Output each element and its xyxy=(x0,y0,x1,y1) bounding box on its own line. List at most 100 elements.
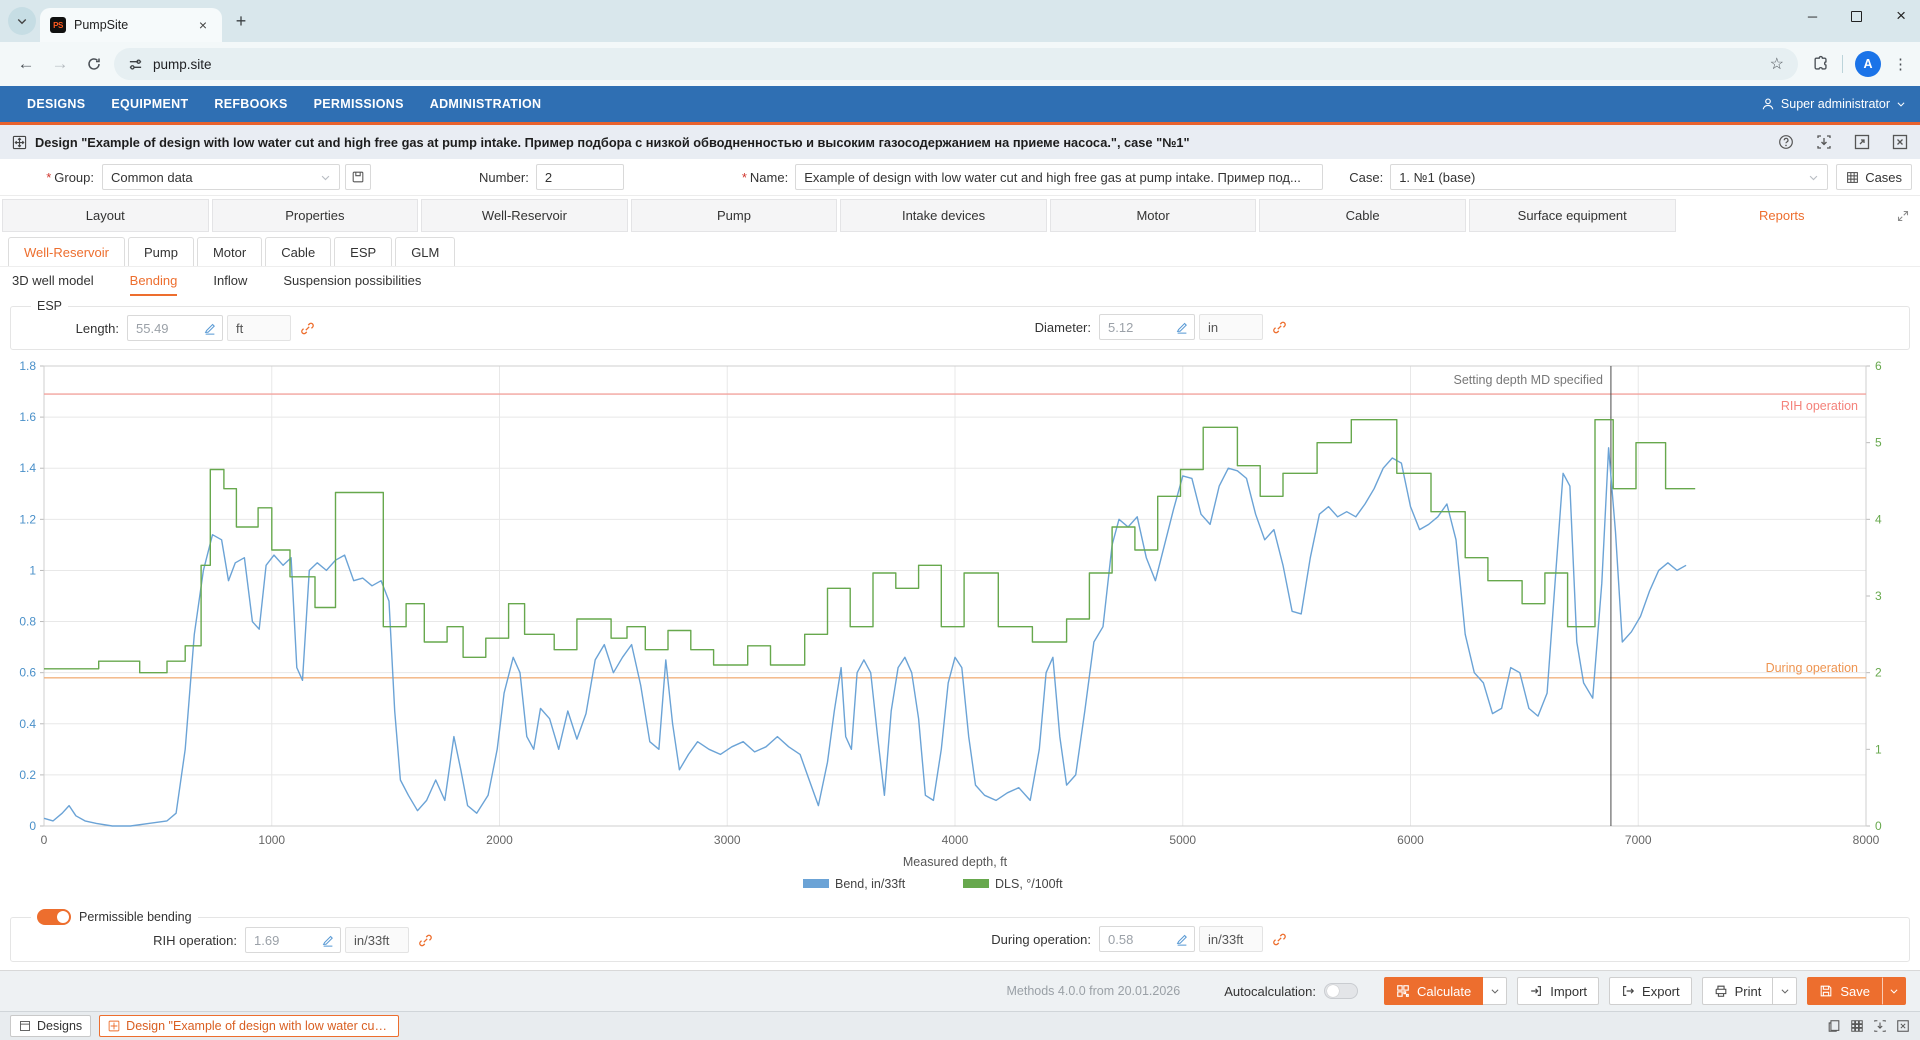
nav-item-refbooks[interactable]: REFBOOKS xyxy=(201,97,300,111)
save-button[interactable]: Save xyxy=(1807,977,1882,1005)
case-select[interactable]: 1. №1 (base) xyxy=(1390,164,1828,190)
permissible-bending-toggle[interactable] xyxy=(37,909,71,925)
subtab-esp[interactable]: ESP xyxy=(334,237,392,266)
name-value: Example of design with low water cut and… xyxy=(804,170,1301,185)
subtab-cable[interactable]: Cable xyxy=(265,237,331,266)
bending-chart[interactable]: 01000200030004000500060007000800000.20.4… xyxy=(10,354,1910,906)
rih-operation-input[interactable]: 1.69 xyxy=(245,927,341,953)
help-icon[interactable] xyxy=(1778,134,1794,150)
svg-text:5: 5 xyxy=(1875,436,1882,450)
copy-page-icon[interactable] xyxy=(1827,1019,1841,1033)
chevron-down-icon xyxy=(320,172,331,183)
extensions-icon[interactable] xyxy=(1812,55,1830,73)
subtab-motor[interactable]: Motor xyxy=(197,237,262,266)
link-icon[interactable] xyxy=(1272,320,1287,335)
svg-text:3: 3 xyxy=(1875,589,1882,603)
rih-unit-value: in/33ft xyxy=(354,933,389,948)
group-select[interactable]: Common data xyxy=(102,164,340,190)
subtab-glm[interactable]: GLM xyxy=(395,237,455,266)
autocalculation-toggle[interactable] xyxy=(1324,983,1358,999)
window-close-button[interactable]: × xyxy=(1896,6,1906,26)
print-button[interactable]: Print xyxy=(1702,977,1774,1005)
tab-cable[interactable]: Cable xyxy=(1259,199,1466,232)
reload-button[interactable] xyxy=(80,50,108,78)
tab-properties[interactable]: Properties xyxy=(212,199,419,232)
nav-item-administration[interactable]: ADMINISTRATION xyxy=(417,97,555,111)
export-button[interactable]: Export xyxy=(1609,977,1692,1005)
viewtab-3d-well-model[interactable]: 3D well model xyxy=(12,267,94,296)
svg-text:RIH operation: RIH operation xyxy=(1781,399,1858,413)
calculate-dropdown[interactable] xyxy=(1483,977,1507,1005)
bookmark-star-icon[interactable]: ☆ xyxy=(1770,54,1784,74)
nav-item-permissions[interactable]: PERMISSIONS xyxy=(301,97,417,111)
expand-icon[interactable] xyxy=(1854,134,1870,150)
tab-motor[interactable]: Motor xyxy=(1050,199,1257,232)
window-maximize-button[interactable] xyxy=(1851,11,1862,22)
edit-pencil-icon[interactable] xyxy=(1175,320,1189,334)
viewtab-suspension[interactable]: Suspension possibilities xyxy=(283,267,421,296)
designs-window-button[interactable]: Designs xyxy=(10,1015,91,1037)
subtab-well-reservoir[interactable]: Well-Reservoir xyxy=(8,237,125,266)
download-report-icon[interactable] xyxy=(1816,134,1832,150)
during-operation-input[interactable]: 0.58 xyxy=(1099,926,1195,952)
expand-reports-icon[interactable] xyxy=(1888,199,1918,232)
collapse-panel-icon[interactable] xyxy=(1873,1019,1887,1033)
back-button[interactable]: ← xyxy=(12,50,40,78)
number-input[interactable]: 2 xyxy=(536,164,624,190)
diameter-unit[interactable]: in xyxy=(1199,314,1263,340)
edit-pencil-icon[interactable] xyxy=(203,321,217,335)
app-nav: DESIGNS EQUIPMENT REFBOOKS PERMISSIONS A… xyxy=(0,86,1920,125)
group-bookmark-button[interactable] xyxy=(345,164,371,190)
edit-pencil-icon[interactable] xyxy=(321,933,335,947)
length-input[interactable]: 55.49 xyxy=(127,315,223,341)
grid-icon xyxy=(1846,171,1859,184)
print-dropdown[interactable] xyxy=(1773,977,1797,1005)
viewtab-bending[interactable]: Bending xyxy=(130,267,178,296)
link-icon[interactable] xyxy=(300,321,315,336)
print-label: Print xyxy=(1735,984,1762,999)
url-text[interactable]: pump.site xyxy=(153,57,212,72)
svg-text:4: 4 xyxy=(1875,512,1882,526)
profile-avatar[interactable]: A xyxy=(1855,51,1881,77)
during-operation-unit[interactable]: in/33ft xyxy=(1199,926,1263,952)
tab-intake-devices[interactable]: Intake devices xyxy=(840,199,1047,232)
window-minimize-button[interactable]: ─ xyxy=(1808,9,1817,24)
diameter-input[interactable]: 5.12 xyxy=(1099,314,1195,340)
tile-grid-icon[interactable] xyxy=(1850,1019,1864,1033)
svg-text:0.6: 0.6 xyxy=(19,666,36,680)
save-dropdown[interactable] xyxy=(1882,977,1906,1005)
tab-search-button[interactable] xyxy=(8,7,36,35)
nav-item-designs[interactable]: DESIGNS xyxy=(14,97,98,111)
address-bar[interactable]: pump.site ☆ xyxy=(114,48,1798,80)
new-tab-button[interactable]: + xyxy=(228,8,254,34)
close-panel-icon[interactable] xyxy=(1896,1019,1910,1033)
tab-reports[interactable]: Reports xyxy=(1679,199,1886,232)
tab-layout[interactable]: Layout xyxy=(2,199,209,232)
rih-operation-unit[interactable]: in/33ft xyxy=(345,927,409,953)
site-settings-icon[interactable] xyxy=(128,57,143,72)
viewtab-inflow[interactable]: Inflow xyxy=(213,267,247,296)
browser-tab[interactable]: PS PumpSite × xyxy=(40,8,222,42)
edit-pencil-icon[interactable] xyxy=(1175,932,1189,946)
user-menu[interactable]: Super administrator xyxy=(1761,97,1906,111)
report-view-tabs: 3D well model Bending Inflow Suspension … xyxy=(0,266,1920,296)
subtab-pump[interactable]: Pump xyxy=(128,237,194,266)
window-icon xyxy=(19,1020,31,1032)
import-button[interactable]: Import xyxy=(1517,977,1599,1005)
close-design-icon[interactable] xyxy=(1892,134,1908,150)
name-input[interactable]: Example of design with low water cut and… xyxy=(795,164,1323,190)
link-icon[interactable] xyxy=(418,933,433,948)
cases-button[interactable]: Cases xyxy=(1836,164,1912,190)
browser-menu-icon[interactable]: ⋮ xyxy=(1893,55,1908,73)
cases-button-label: Cases xyxy=(1865,170,1902,185)
svg-text:7000: 7000 xyxy=(1625,833,1652,847)
open-design-tab[interactable]: Design "Example of design with low water… xyxy=(99,1015,399,1037)
tab-surface-equipment[interactable]: Surface equipment xyxy=(1469,199,1676,232)
tab-close-icon[interactable]: × xyxy=(194,16,212,34)
length-unit[interactable]: ft xyxy=(227,315,291,341)
tab-well-reservoir[interactable]: Well-Reservoir xyxy=(421,199,628,232)
nav-item-equipment[interactable]: EQUIPMENT xyxy=(98,97,201,111)
tab-pump[interactable]: Pump xyxy=(631,199,838,232)
calculate-button[interactable]: Calculate xyxy=(1384,977,1483,1005)
link-icon[interactable] xyxy=(1272,932,1287,947)
